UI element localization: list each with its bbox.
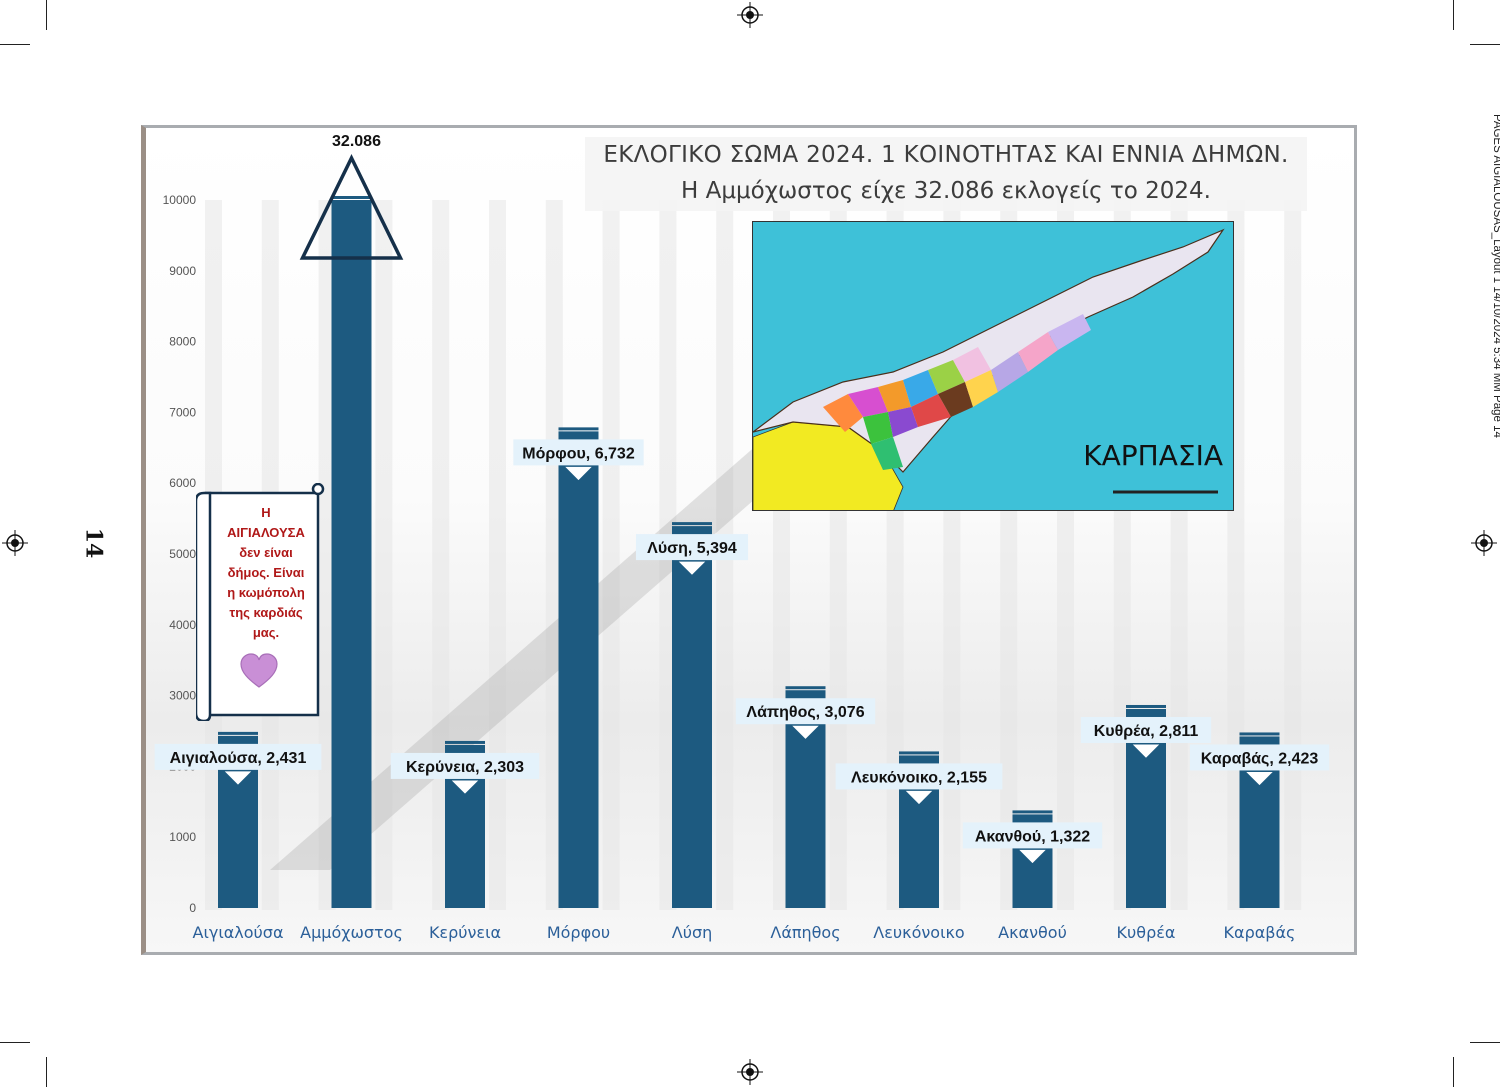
bar-cap <box>1012 810 1053 814</box>
map-label: ΚΑΡΠΑΣΙΑ <box>1083 439 1223 472</box>
background-stripe <box>432 200 450 910</box>
registration-mark-icon <box>737 2 763 28</box>
bar-cap <box>1126 704 1166 708</box>
bar <box>558 431 599 908</box>
y-tick-label: 6000 <box>169 476 196 490</box>
heart-icon <box>240 653 278 688</box>
data-label-box <box>962 822 1103 849</box>
map-illustration <box>753 228 1225 510</box>
background-stripe <box>318 200 336 910</box>
y-tick-label: 4000 <box>169 618 196 632</box>
data-label: Κερύνεια, 2,303 <box>406 759 524 776</box>
background-stripe <box>1284 200 1302 910</box>
clipped-value-label: 32.086 <box>332 133 381 150</box>
down-arrow-icon <box>792 725 819 739</box>
x-tick-label: Ακανθού <box>998 923 1067 942</box>
down-arrow-icon <box>678 561 706 575</box>
background-stripe <box>489 200 506 910</box>
down-arrow-icon <box>451 780 479 794</box>
data-label: Λάπηθος, 3,076 <box>746 704 864 721</box>
down-arrow-icon <box>1246 771 1273 786</box>
y-tick-label: 5000 <box>169 547 196 561</box>
data-label: Ακανθού, 1,322 <box>975 828 1090 845</box>
data-label-box <box>835 763 1003 790</box>
trim-mark <box>46 1057 47 1087</box>
background-stripe <box>602 200 620 910</box>
note-line: η κωμόπολη <box>227 585 305 600</box>
data-label: Αιγιαλούσα, 2,431 <box>170 750 307 767</box>
background-stripe <box>375 200 393 910</box>
x-tick-label: Κυθρέα <box>1117 923 1176 942</box>
trim-mark <box>0 44 30 45</box>
x-tick-label: Λύση <box>672 923 712 942</box>
bar-cap <box>899 751 939 755</box>
chart-subtitle: Η Αμμόχωστος είχε 32.086 εκλογείς το 202… <box>681 178 1211 204</box>
note-line: δεν είναι <box>239 545 293 560</box>
trim-mark <box>1453 1057 1454 1087</box>
registration-mark-icon <box>1471 530 1497 556</box>
x-tick-label: Καραβάς <box>1224 923 1296 942</box>
chart-title-box: ΕΚΛΟΓΙΚΟ ΣΩΜΑ 2024. 1 ΚΟΙΝΟΤΗΤΑΣ ΚΑΙ ΕΝΝ… <box>585 137 1307 211</box>
x-tick-label: Μόρφου <box>547 923 610 942</box>
registration-mark-icon <box>2 530 28 556</box>
x-tick-label: Αιγιαλούσα <box>193 923 284 942</box>
triangle-marker-icon <box>299 154 404 260</box>
data-label-box <box>735 698 876 725</box>
y-tick-label: 10000 <box>163 193 197 207</box>
bar-cap <box>672 522 712 526</box>
bar-cap <box>1239 732 1280 736</box>
y-tick-label: 0 <box>189 901 196 915</box>
registration-mark-icon <box>737 1059 763 1085</box>
data-label: Λευκόνοικο, 2,155 <box>851 769 987 786</box>
data-label-box <box>390 752 540 779</box>
data-label-box <box>1189 744 1330 771</box>
data-label: Καραβάς, 2,423 <box>1201 750 1319 767</box>
chart-title: ΕΚΛΟΓΙΚΟ ΣΩΜΑ 2024. 1 ΚΟΙΝΟΤΗΤΑΣ ΚΑΙ ΕΝΝ… <box>603 142 1289 168</box>
data-label-box <box>635 534 749 561</box>
note-line: της καρδιάς <box>229 605 303 620</box>
bar-cap <box>331 196 372 199</box>
y-tick-label: 9000 <box>169 264 196 278</box>
note-line: δήμος. Είναι <box>227 565 305 580</box>
x-tick-label: Λευκόνοικο <box>873 923 964 942</box>
karpasia-map: ΚΑΡΠΑΣΙΑ <box>752 221 1234 511</box>
data-label-box <box>513 439 644 466</box>
y-tick-label: 8000 <box>169 335 196 349</box>
x-tick-label: Αμμόχωστος <box>300 923 403 942</box>
data-label: Λύση, 5,394 <box>647 540 737 557</box>
down-arrow-icon <box>224 771 252 785</box>
data-label-box <box>154 743 322 770</box>
bar <box>672 526 712 908</box>
note-line: ΑΙΓΙΑΛΟΥΣΑ <box>227 525 305 540</box>
x-tick-label: Λάπηθος <box>770 923 840 942</box>
y-tick-label: 3000 <box>169 689 196 703</box>
bar-cap <box>218 731 258 735</box>
data-label: Κυθρέα, 2,811 <box>1094 723 1199 740</box>
y-tick-label: 7000 <box>169 405 196 419</box>
down-arrow-icon <box>1132 744 1160 758</box>
trim-mark <box>1453 0 1454 30</box>
data-label: Μόρφου, 6,732 <box>522 445 635 462</box>
trim-mark <box>1470 1042 1500 1043</box>
trim-mark <box>46 0 47 30</box>
note-line: Η <box>261 505 271 520</box>
bar-cap <box>558 427 599 431</box>
trim-mark <box>1470 44 1500 45</box>
note-text: Η ΑΙΓΙΑΛΟΥΣΑ δεν είναι δήμος. Είναι η κω… <box>211 503 321 643</box>
y-tick-label: 1000 <box>169 830 196 844</box>
down-arrow-icon <box>905 790 933 805</box>
down-arrow-icon <box>1019 849 1046 864</box>
bar-cap <box>445 740 485 744</box>
data-label-box <box>1080 716 1212 743</box>
down-arrow-icon <box>565 466 592 481</box>
note-line: μας. <box>252 625 280 640</box>
bar-cap <box>785 686 826 690</box>
bar <box>331 200 372 908</box>
x-tick-label: Κερύνεια <box>429 923 501 942</box>
trim-mark <box>0 1042 30 1043</box>
